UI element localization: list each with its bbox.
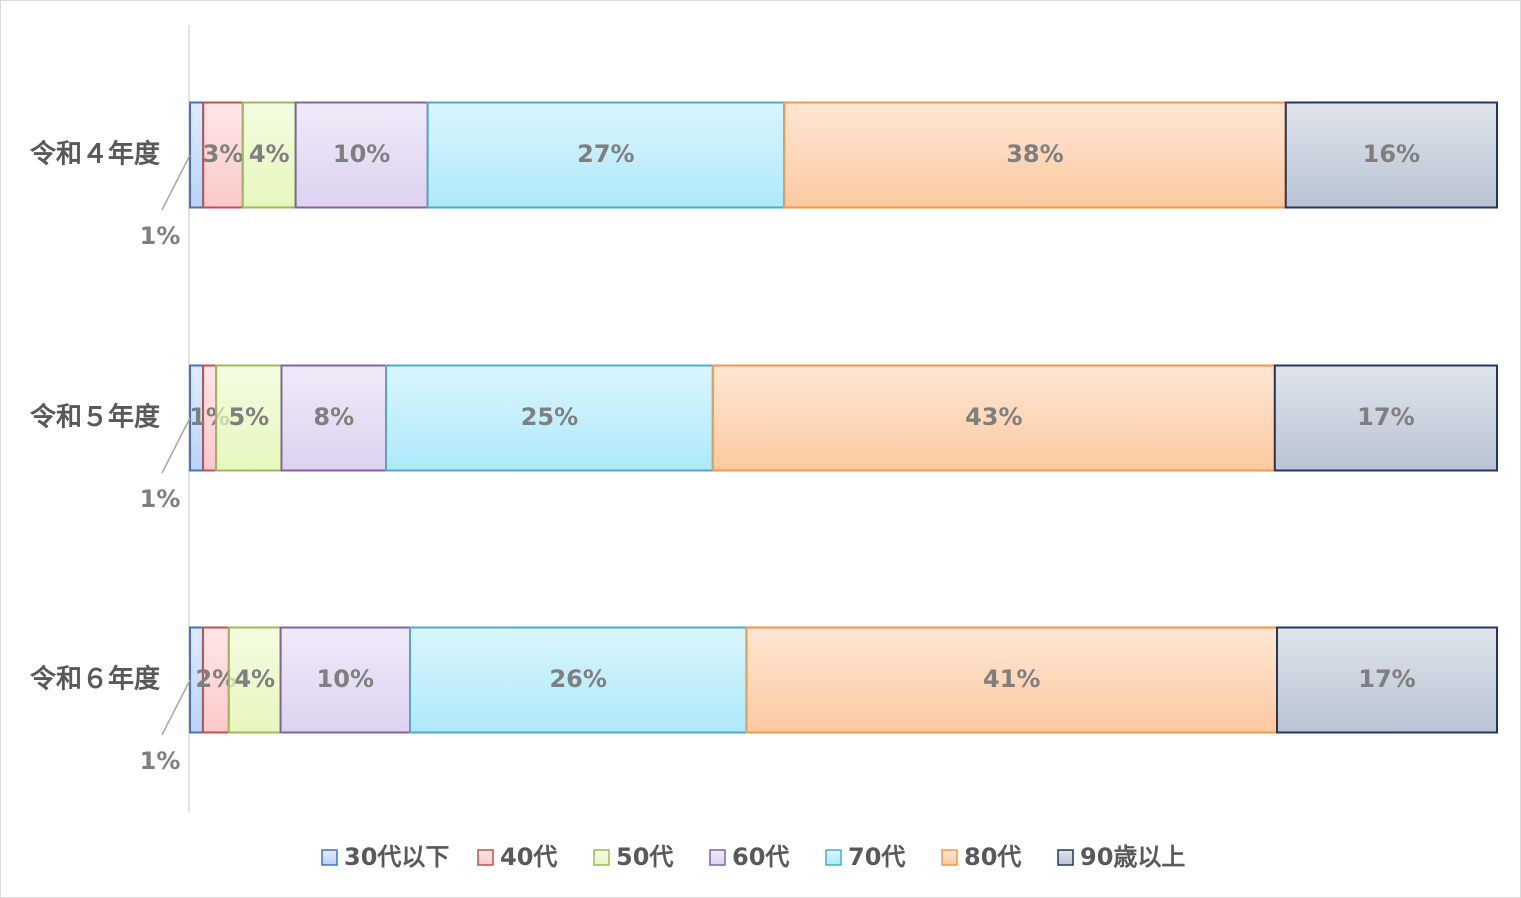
data-label: 1%: [140, 485, 181, 513]
data-label: 10%: [333, 140, 390, 168]
data-label: 17%: [1358, 665, 1415, 693]
leader-line: [161, 679, 191, 736]
legend-swatch: [825, 849, 842, 866]
legend-label: 40代: [500, 843, 557, 871]
data-label: 1%: [140, 747, 181, 775]
legend-swatch: [941, 849, 958, 866]
legend-swatch: [593, 849, 610, 866]
bar-segment: [189, 101, 205, 209]
data-label: 41%: [983, 665, 1040, 693]
data-label: 5%: [228, 403, 269, 431]
category-label: 令和６年度: [30, 664, 160, 695]
data-label: 16%: [1363, 140, 1420, 168]
legend-label: 90歳以上: [1080, 843, 1185, 871]
data-label: 43%: [965, 403, 1022, 431]
bar-segment: [201, 626, 230, 734]
data-label: 27%: [577, 140, 634, 168]
category-label: 令和５年度: [30, 402, 160, 433]
bar-segment: [279, 626, 411, 734]
data-label: 17%: [1357, 403, 1414, 431]
leader-line: [161, 154, 191, 211]
leader-line: [161, 417, 191, 474]
legend-swatch: [709, 849, 726, 866]
legend-label: 80代: [964, 843, 1021, 871]
data-label: 8%: [313, 403, 354, 431]
data-label: 38%: [1006, 140, 1063, 168]
legend-swatch: [321, 849, 338, 866]
bar-segment: [1273, 364, 1499, 472]
bar-segment: [1284, 101, 1499, 209]
bar-segment: [227, 626, 282, 734]
legend-label: 30代以下: [344, 843, 449, 871]
bar-segment: [280, 364, 388, 472]
legend-label: 50代: [616, 843, 673, 871]
bar-segment: [294, 101, 429, 209]
legend-label: 60代: [732, 843, 789, 871]
data-label: 1%: [140, 222, 181, 250]
data-label: 25%: [521, 403, 578, 431]
legend-swatch: [1057, 849, 1074, 866]
legend-label: 70代: [848, 843, 905, 871]
data-label: 4%: [234, 665, 275, 693]
category-label: 令和４年度: [30, 139, 160, 170]
bar-segment: [783, 101, 1287, 209]
legend-swatch: [477, 849, 494, 866]
bar-segment: [711, 364, 1276, 472]
data-label: 10%: [317, 665, 374, 693]
data-label: 3%: [203, 140, 244, 168]
data-label: 4%: [249, 140, 290, 168]
bar-segment: [1276, 626, 1498, 734]
data-label: 26%: [549, 665, 606, 693]
bar-segment: [241, 101, 297, 209]
bar-segment: [385, 364, 714, 472]
